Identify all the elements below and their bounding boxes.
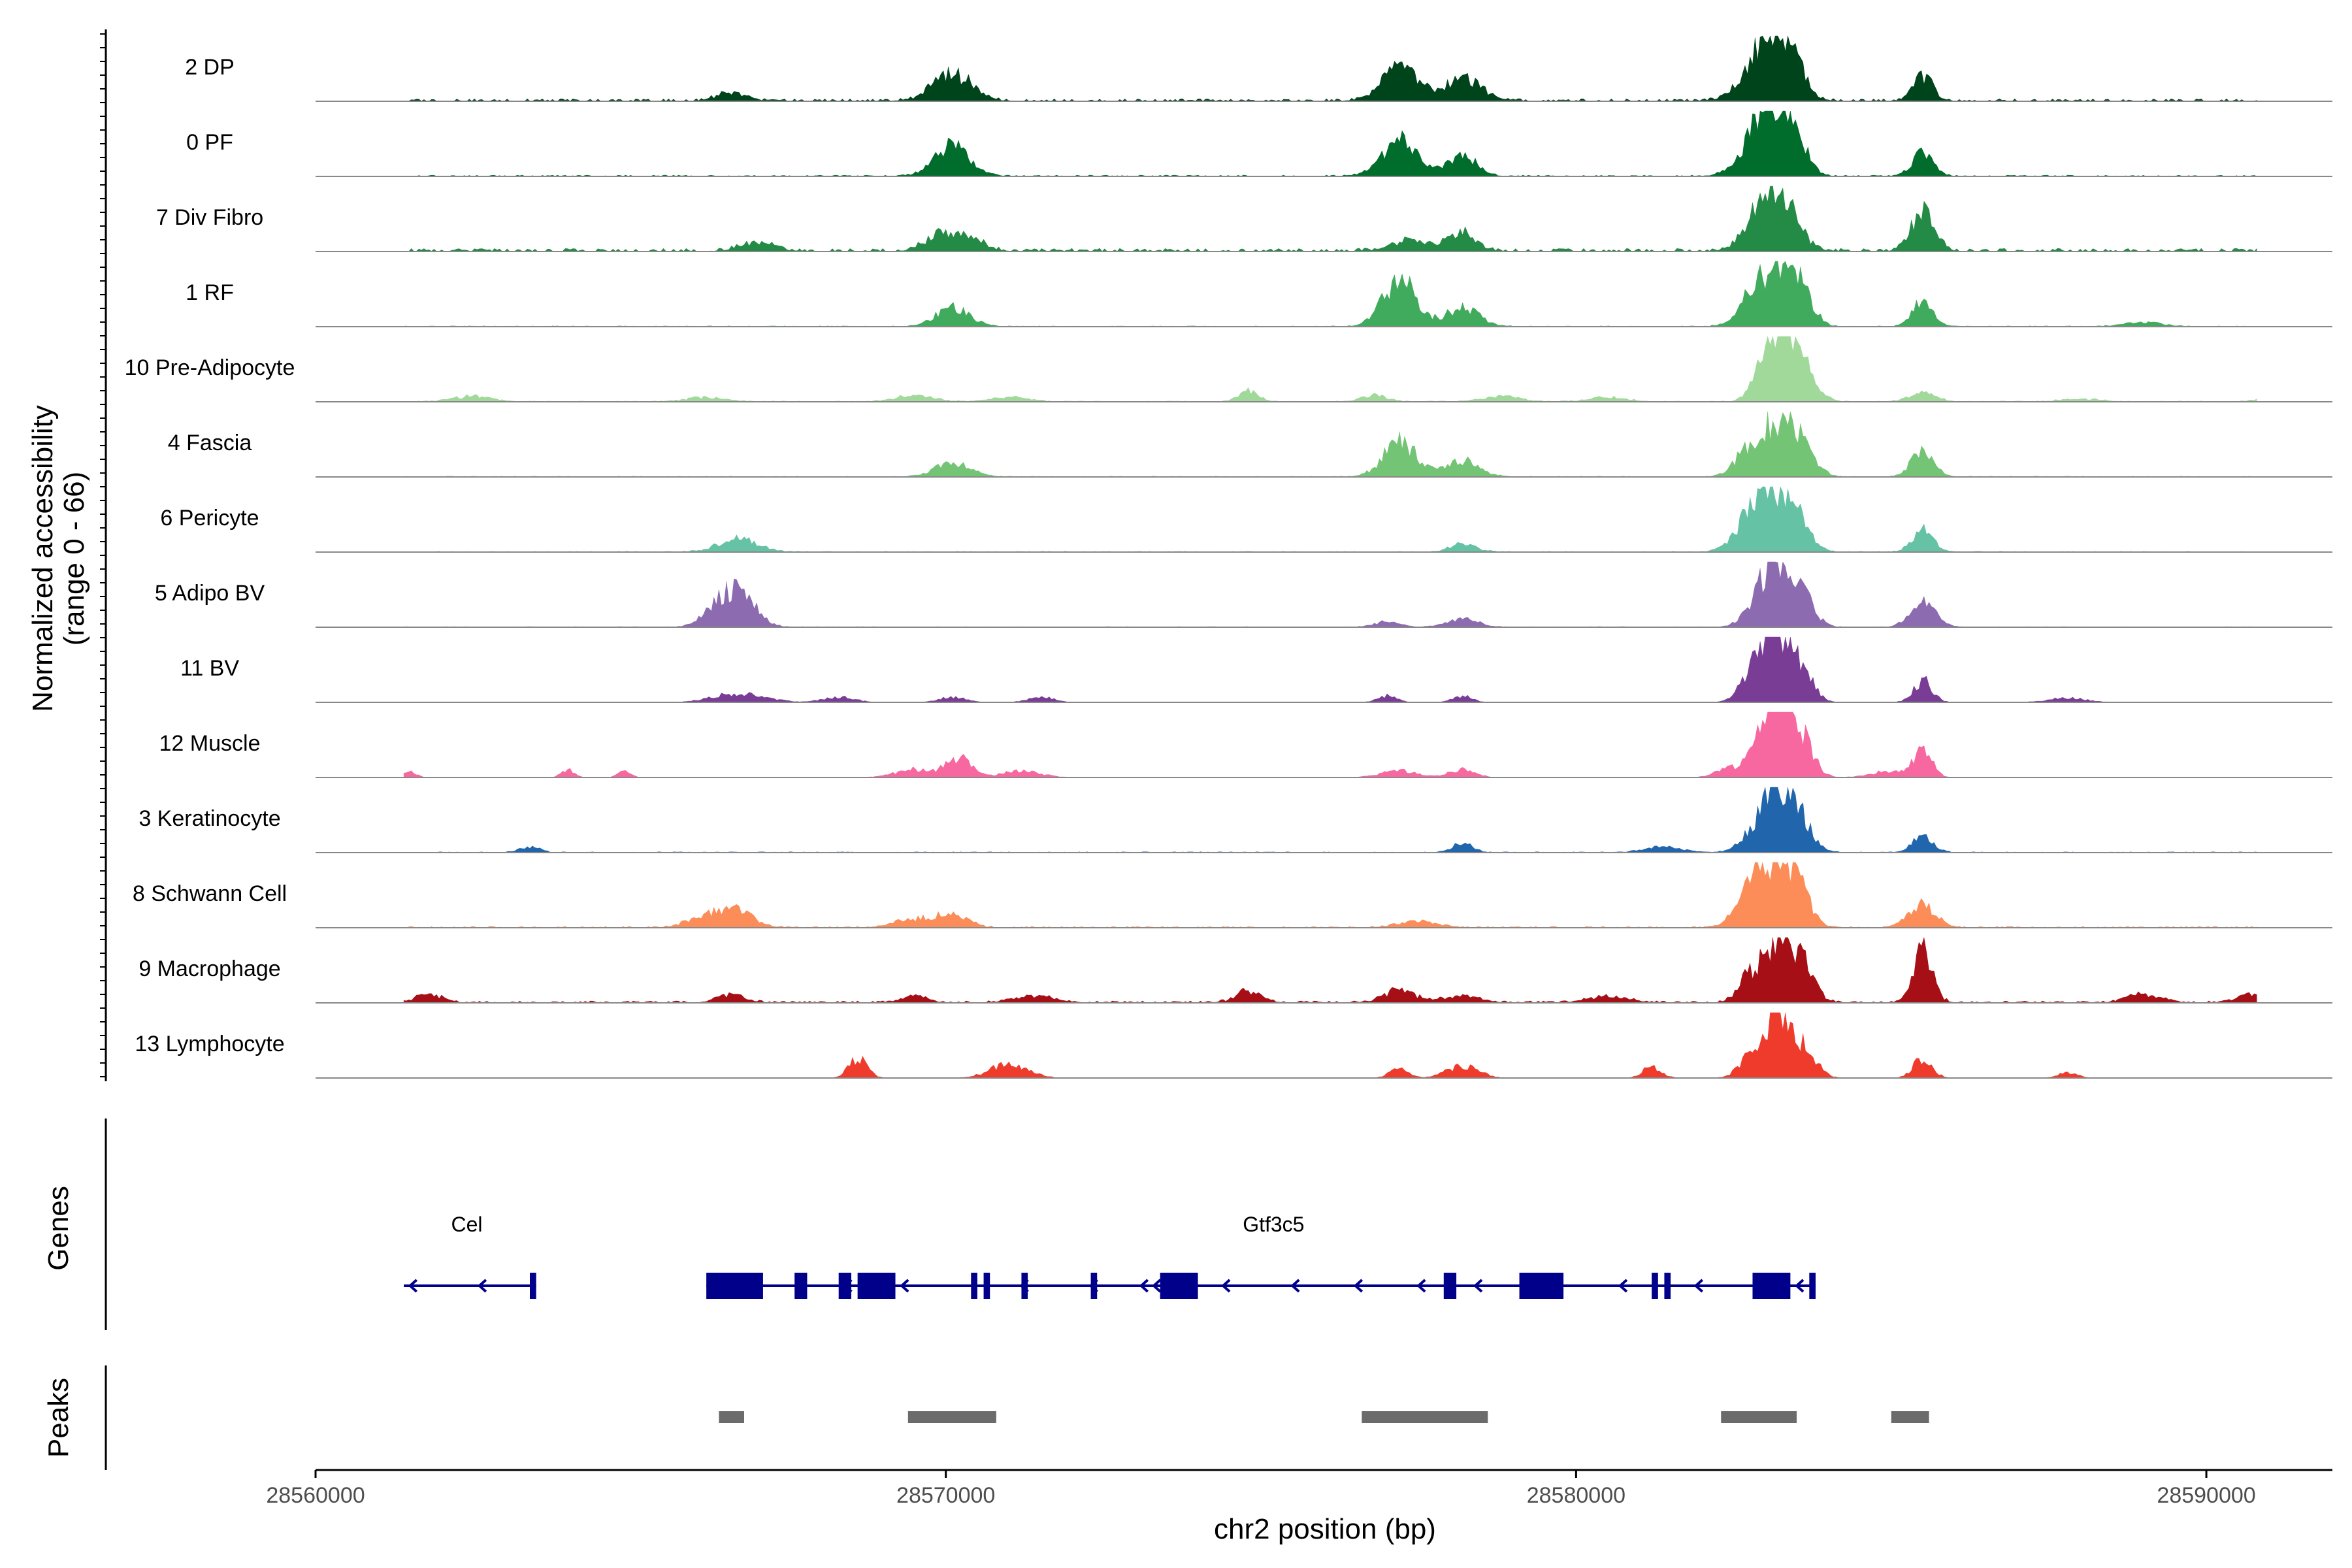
gene-exon [706, 1273, 763, 1299]
track-7: 5 Adipo BV [155, 561, 2332, 628]
y-axis-title-line2: (range 0 - 66) [58, 472, 90, 646]
peaks-title: Peaks [42, 1378, 74, 1458]
track-label: 9 Macrophage [139, 956, 280, 981]
gene-0: Cel [404, 1213, 536, 1299]
coverage-area [403, 711, 2257, 778]
track-label: 6 Pericyte [160, 506, 259, 531]
gene-exon [971, 1273, 977, 1299]
gene-exon [1021, 1273, 1028, 1299]
x-tick-label: 28580000 [1527, 1483, 1625, 1508]
coverage-area [403, 35, 2257, 102]
gene-exon [1652, 1273, 1658, 1299]
track-label: 11 BV [180, 656, 239, 681]
x-tick-label: 28590000 [2157, 1483, 2255, 1508]
track-label: 1 RF [186, 280, 234, 305]
coverage-area [403, 110, 2257, 177]
track-label: 8 Schwann Cell [133, 881, 287, 906]
x-tick-label: 28570000 [896, 1483, 995, 1508]
gene-exon [529, 1273, 536, 1299]
x-axis: 28560000 28570000 28580000 28590000 [266, 1469, 2332, 1508]
y-axis-title-line1: Normalized accessibility [27, 405, 59, 711]
peak-region [1891, 1411, 1929, 1423]
track-0: 2 DP [185, 35, 2332, 102]
strand-arrow [408, 1279, 418, 1293]
coverage-area [403, 486, 2257, 553]
track-label: 2 DP [185, 55, 235, 80]
track-6: 6 Pericyte [160, 486, 2332, 553]
strand-arrow [1416, 1279, 1426, 1293]
gene-exon [1160, 1273, 1198, 1299]
strand-arrow [900, 1279, 909, 1293]
track-2: 7 Div Fibro [156, 186, 2332, 252]
strand-arrow [477, 1279, 487, 1293]
peak-region [907, 1411, 996, 1423]
gene-exon [1443, 1273, 1457, 1299]
strand-arrow [1088, 1279, 1098, 1293]
gene-exon [1752, 1273, 1791, 1299]
track-1: 0 PF [186, 110, 2332, 177]
track-label: 10 Pre-Adipocyte [125, 355, 295, 380]
strand-arrow [1290, 1279, 1300, 1293]
track-label: 4 Fascia [168, 431, 252, 455]
coverage-area [403, 261, 2257, 327]
peak-region [1362, 1411, 1488, 1423]
track-label: 13 Lymphocyte [135, 1032, 284, 1056]
gene-exon [1090, 1273, 1098, 1299]
track-3: 1 RF [186, 261, 2332, 327]
track-4: 10 Pre-Adipocyte [125, 336, 2332, 402]
gene-exon [1809, 1273, 1816, 1299]
strand-arrow [1152, 1279, 1162, 1293]
strand-arrow [1139, 1279, 1149, 1293]
coverage-area [404, 636, 2257, 703]
coverage-area [403, 561, 2257, 628]
peaks-panel [105, 1365, 1929, 1470]
strand-arrow [1019, 1279, 1029, 1293]
strand-arrow [710, 1279, 721, 1293]
track-label: 12 Muscle [159, 731, 261, 756]
coverage-area [403, 937, 2257, 1004]
coverage-area [403, 787, 2257, 853]
track-label: 5 Adipo BV [155, 581, 265, 606]
track-12: 9 Macrophage [139, 937, 2332, 1004]
genes-panel: Cel Gtf3c5 [105, 1119, 1816, 1330]
strand-arrow [1353, 1279, 1364, 1293]
strand-arrow [843, 1279, 853, 1293]
genes-title: Genes [42, 1186, 74, 1271]
track-13: 13 Lymphocyte [135, 1012, 2332, 1079]
strand-arrow [1618, 1279, 1628, 1293]
coverage-area [403, 862, 2257, 928]
coverage-tracks: 2 DP 0 PF 7 Div Fibro 1 RF 10 Pre-Adipocyte 4… [125, 35, 2332, 1079]
strand-arrow [1693, 1279, 1704, 1293]
gene-exon [1519, 1273, 1564, 1299]
strand-arrow [1795, 1279, 1805, 1293]
gene-exon [857, 1273, 896, 1299]
track-11: 8 Schwann Cell [133, 862, 2332, 928]
gene-label: Gtf3c5 [1243, 1213, 1304, 1236]
x-tick-label: 28560000 [266, 1483, 365, 1508]
coverage-area [403, 336, 2257, 402]
track-label: 3 Keratinocyte [139, 806, 280, 831]
y-axis [100, 29, 107, 1081]
coverage-area [404, 1012, 2257, 1079]
track-label: 7 Div Fibro [156, 205, 263, 230]
peak-region [1721, 1411, 1797, 1423]
gene-1: Gtf3c5 [706, 1213, 1816, 1299]
strand-arrow [1473, 1279, 1483, 1293]
track-8: 11 BV [180, 636, 2332, 703]
x-axis-title: chr2 position (bp) [1214, 1513, 1436, 1545]
track-10: 3 Keratinocyte [139, 787, 2332, 853]
track-5: 4 Fascia [168, 411, 2332, 478]
gene-label: Cel [451, 1213, 483, 1236]
gene-exon [983, 1273, 990, 1299]
strand-arrow [1221, 1279, 1231, 1293]
track-9: 12 Muscle [159, 711, 2332, 778]
coverage-area [403, 186, 2257, 252]
gene-exon [1664, 1273, 1671, 1299]
track-label: 0 PF [186, 130, 233, 155]
peak-region [719, 1411, 744, 1423]
coverage-area [403, 411, 2257, 478]
gene-exon [794, 1273, 808, 1299]
